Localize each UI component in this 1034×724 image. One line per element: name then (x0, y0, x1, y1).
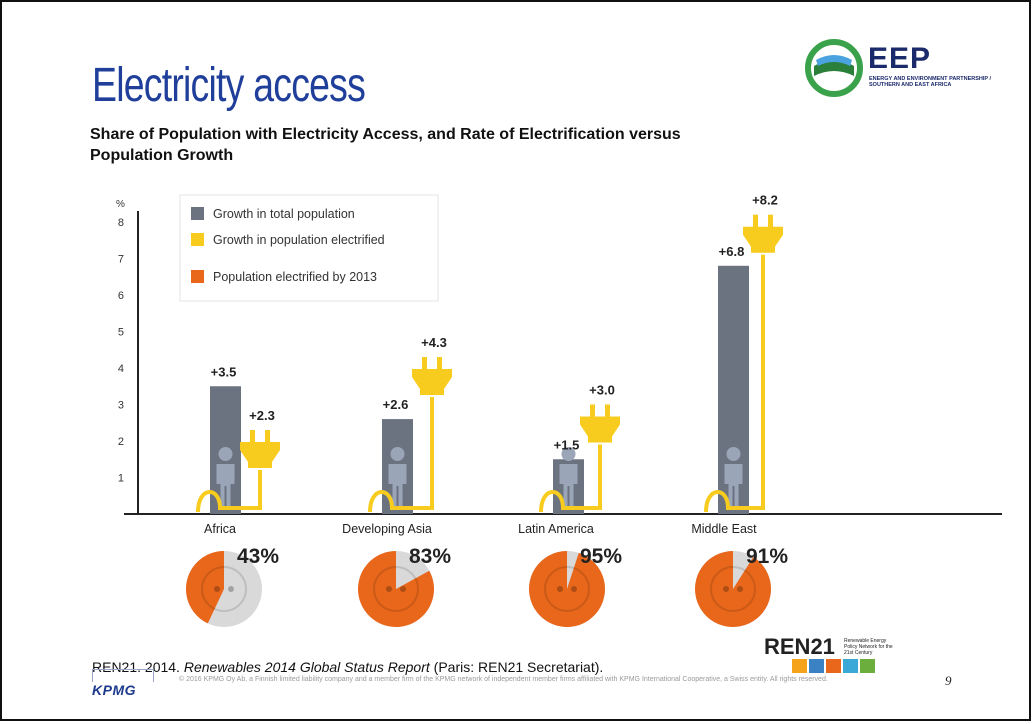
ren21-logo-subtitle: Renewable Energy Policy Network for the … (844, 638, 893, 656)
person-icon (388, 464, 407, 510)
chart: % 1 2 3 4 5 6 7 8 Growth in total population Growt… (116, 193, 1002, 627)
citation-suffix: (Paris: REN21 Secretariat). (429, 659, 604, 675)
plug-prong (437, 357, 442, 371)
legend-label: Growth in population electrified (213, 233, 385, 247)
socket-hole (228, 586, 234, 592)
electrified-value-label: +2.3 (249, 408, 275, 423)
citation: REN21. 2014. Renewables 2014 Global Stat… (92, 659, 603, 675)
eep-logo (802, 36, 1012, 97)
socket-hole (737, 586, 743, 592)
y-tick-label: 5 (118, 327, 124, 339)
category-label: Middle East (691, 522, 757, 536)
pie-percent-label: 91% (746, 545, 788, 568)
socket-hole (723, 586, 729, 592)
citation-prefix: REN21. 2014. (92, 659, 184, 675)
ren21-logo-name: REN21 (764, 634, 835, 659)
pie-slice-electrified (186, 551, 224, 624)
category-label: Developing Asia (342, 522, 432, 536)
legend-label: Population electrified by 2013 (213, 270, 377, 284)
plug-icon (580, 416, 620, 443)
plug-icon (240, 442, 280, 469)
page-number: 9 (945, 673, 952, 688)
plug-prong (265, 430, 270, 444)
plug-cord (539, 444, 602, 513)
plug-prong (422, 357, 427, 371)
slide-title: Electricity access (92, 59, 366, 112)
population-value-label: +6.8 (719, 244, 745, 259)
person-icon-head (726, 447, 741, 461)
person-icon (216, 464, 235, 510)
socket-icon (373, 566, 419, 612)
pie-percent-label: 43% (237, 545, 279, 568)
ren21-wind-icon (809, 659, 824, 673)
category-label: Africa (204, 522, 236, 536)
socket-hole (557, 586, 563, 592)
pie-slice-electrified (695, 551, 772, 627)
legend-swatch (191, 233, 204, 246)
ren21-leaf-icon (860, 659, 875, 673)
kpmg-logo: KPMG (92, 682, 136, 698)
socket-hole (400, 586, 406, 592)
legend-label: Growth in total population (213, 207, 355, 221)
plug-cord (196, 470, 262, 513)
population-value-label: +2.6 (383, 397, 409, 412)
category-label: Latin America (518, 522, 594, 536)
pie-slice-electrified (529, 551, 605, 627)
plug-cord (368, 397, 434, 513)
electrified-value-label: +4.3 (421, 335, 447, 350)
socket-icon (710, 566, 756, 612)
socket-icon (201, 566, 247, 612)
plug-prong (753, 214, 758, 228)
population-value-label: +3.5 (211, 364, 237, 379)
plug-prong (768, 214, 773, 228)
legend-swatch (191, 270, 204, 283)
legend-box (179, 194, 439, 302)
y-tick-label: 6 (118, 290, 124, 302)
person-icon (724, 464, 743, 510)
y-tick-label: 2 (118, 436, 124, 448)
plug-icon (743, 226, 783, 253)
person-icon-head (218, 447, 233, 461)
socket-hole (214, 586, 220, 592)
plug-prong (250, 430, 255, 444)
legend-swatch (191, 207, 204, 220)
socket-hole (571, 586, 577, 592)
ren21-water-icon (843, 659, 858, 673)
person-icon (559, 464, 578, 510)
y-tick-label: 4 (118, 363, 124, 375)
y-tick-label: 3 (118, 400, 124, 412)
y-tick-label: 1 (118, 473, 124, 485)
plug-icon (412, 369, 452, 396)
pie-percent-label: 83% (409, 545, 451, 568)
population-value-label: +1.5 (554, 437, 580, 452)
eep-logo-name: EEP (868, 42, 932, 75)
socket-icon (544, 566, 590, 612)
eep-logo-subtitle: ENERGY AND ENVIRONMENT PARTNERSHIP / SOU… (869, 76, 992, 88)
ren21-sun-icon (792, 659, 807, 673)
y-axis-unit: % (116, 199, 125, 210)
kpmg-logo-boxes (92, 669, 154, 682)
plug-cord (704, 254, 765, 513)
citation-report-title: Renewables 2014 Global Status Report (183, 659, 430, 675)
socket-hole (386, 586, 392, 592)
eep-globe-icon (805, 39, 863, 97)
person-icon-head (390, 447, 405, 461)
y-tick-label: 8 (118, 217, 124, 229)
electrified-value-label: +8.2 (752, 193, 778, 208)
y-tick-label: 7 (118, 254, 124, 266)
pie-slice-electrified (358, 551, 434, 627)
chart-title: Share of Population with Electricity Acc… (90, 126, 681, 164)
person-icon-head (561, 447, 576, 461)
electrified-value-label: +3.0 (589, 383, 615, 398)
footer-note: © 2016 KPMG Oy Ab, a Finnish limited lia… (179, 676, 828, 683)
plug-prong (605, 404, 610, 418)
pie-percent-label: 95% (580, 545, 622, 568)
plug-prong (590, 404, 595, 418)
ren21-fire-icon (826, 659, 841, 673)
